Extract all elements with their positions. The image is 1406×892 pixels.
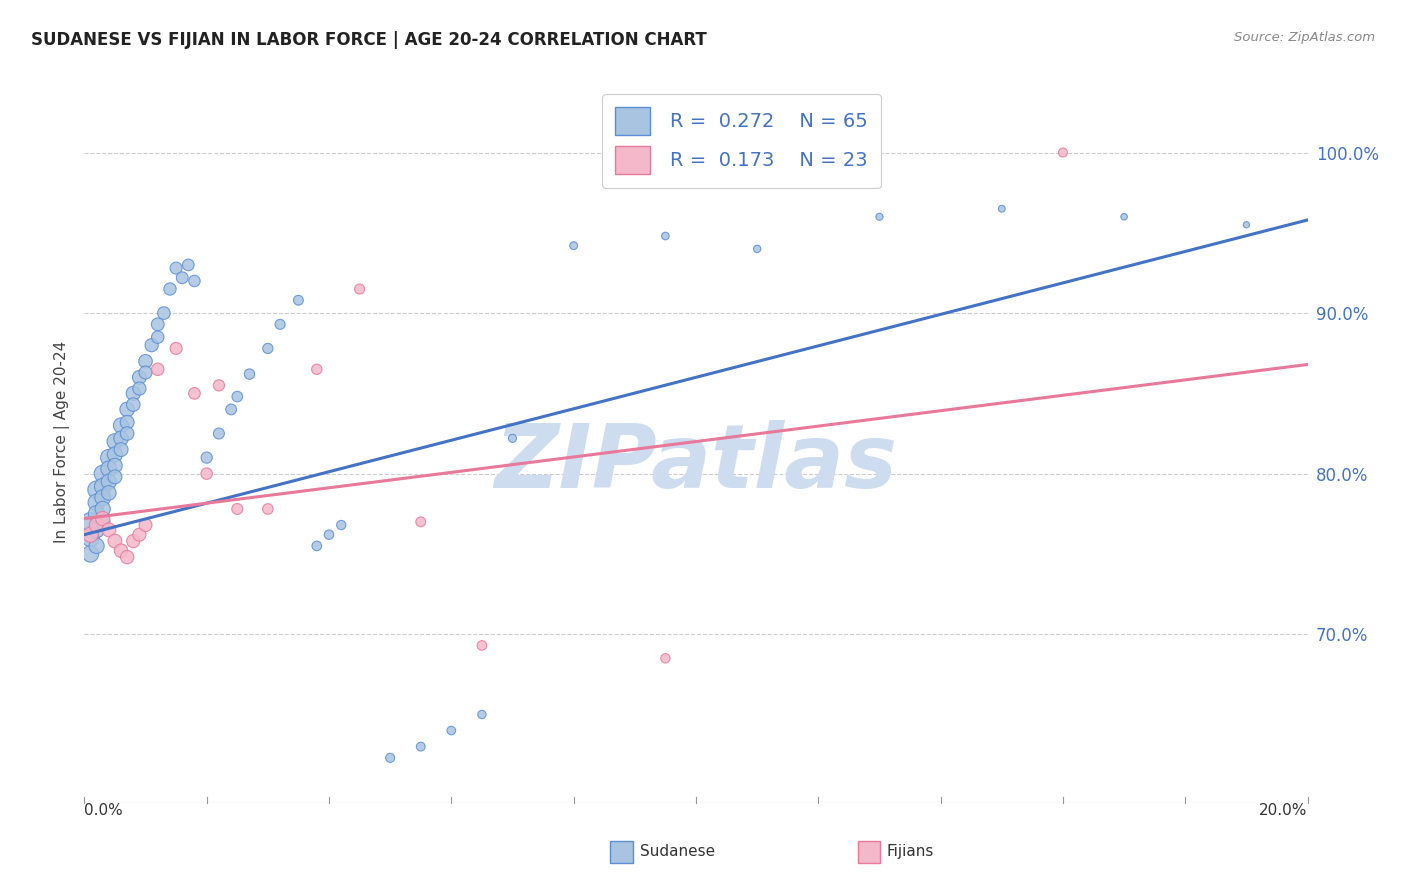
- Point: [269, 318, 291, 332]
- Point: [440, 723, 463, 738]
- Point: [122, 386, 145, 401]
- Point: [110, 442, 132, 457]
- Point: [104, 458, 127, 473]
- Point: [257, 342, 280, 356]
- Point: [318, 527, 340, 541]
- Text: 20.0%: 20.0%: [1260, 803, 1308, 818]
- Point: [86, 539, 108, 553]
- Point: [104, 434, 127, 449]
- Point: [172, 270, 194, 285]
- Point: [91, 479, 114, 493]
- Point: [91, 467, 114, 481]
- Point: [208, 378, 231, 392]
- Point: [86, 507, 108, 521]
- Point: [128, 370, 150, 384]
- Point: [183, 386, 205, 401]
- Text: Fijians: Fijians: [887, 845, 935, 859]
- Point: [115, 415, 138, 429]
- Point: [110, 543, 132, 558]
- Point: [115, 550, 138, 565]
- Point: [91, 491, 114, 505]
- Point: [349, 282, 371, 296]
- Point: [869, 210, 891, 224]
- Point: [153, 306, 176, 320]
- Point: [257, 502, 280, 516]
- Point: [208, 426, 231, 441]
- Point: [110, 418, 132, 433]
- Point: [128, 382, 150, 396]
- Point: [165, 261, 187, 276]
- Point: [409, 739, 432, 754]
- Point: [146, 318, 169, 332]
- Point: [502, 431, 524, 445]
- Text: Source: ZipAtlas.com: Source: ZipAtlas.com: [1234, 31, 1375, 45]
- Point: [86, 495, 108, 509]
- Point: [287, 293, 309, 308]
- Point: [97, 523, 120, 537]
- Point: [115, 426, 138, 441]
- Point: [86, 483, 108, 497]
- Point: [86, 523, 108, 537]
- Point: [97, 486, 120, 500]
- Point: [86, 518, 108, 533]
- Point: [79, 515, 101, 529]
- Point: [79, 531, 101, 545]
- Point: [305, 539, 328, 553]
- Point: [195, 467, 218, 481]
- Point: [177, 258, 200, 272]
- Point: [97, 475, 120, 489]
- Point: [91, 515, 114, 529]
- Text: Sudanese: Sudanese: [640, 845, 714, 859]
- Point: [97, 450, 120, 465]
- Point: [183, 274, 205, 288]
- Legend: R =  0.272    N = 65, R =  0.173    N = 23: R = 0.272 N = 65, R = 0.173 N = 23: [602, 94, 882, 187]
- Point: [122, 398, 145, 412]
- Point: [97, 462, 120, 476]
- Point: [219, 402, 242, 417]
- Point: [654, 651, 676, 665]
- Point: [122, 534, 145, 549]
- Point: [654, 229, 676, 244]
- Point: [238, 367, 260, 381]
- Point: [991, 202, 1014, 216]
- Point: [146, 330, 169, 344]
- Text: SUDANESE VS FIJIAN IN LABOR FORCE | AGE 20-24 CORRELATION CHART: SUDANESE VS FIJIAN IN LABOR FORCE | AGE …: [31, 31, 707, 49]
- Point: [471, 707, 494, 722]
- Point: [135, 354, 157, 368]
- Point: [141, 338, 163, 352]
- Point: [226, 390, 249, 404]
- Point: [195, 450, 218, 465]
- Point: [409, 515, 432, 529]
- Point: [91, 511, 114, 525]
- Point: [104, 470, 127, 484]
- Point: [110, 431, 132, 445]
- Point: [79, 527, 101, 541]
- Point: [128, 527, 150, 541]
- Point: [1114, 210, 1136, 224]
- Point: [1052, 145, 1074, 160]
- Point: [562, 238, 585, 252]
- Point: [135, 518, 157, 533]
- Point: [330, 518, 353, 533]
- Point: [104, 447, 127, 461]
- Text: 0.0%: 0.0%: [84, 803, 124, 818]
- Text: ZIPatlas: ZIPatlas: [495, 420, 897, 507]
- Point: [165, 342, 187, 356]
- Y-axis label: In Labor Force | Age 20-24: In Labor Force | Age 20-24: [55, 341, 70, 542]
- Point: [135, 366, 157, 380]
- Point: [91, 502, 114, 516]
- Point: [471, 639, 494, 653]
- Point: [226, 502, 249, 516]
- Point: [380, 751, 402, 765]
- Point: [747, 242, 769, 256]
- Point: [115, 402, 138, 417]
- Point: [146, 362, 169, 376]
- Point: [79, 547, 101, 561]
- Point: [1236, 218, 1258, 232]
- Point: [159, 282, 181, 296]
- Point: [305, 362, 328, 376]
- Point: [104, 534, 127, 549]
